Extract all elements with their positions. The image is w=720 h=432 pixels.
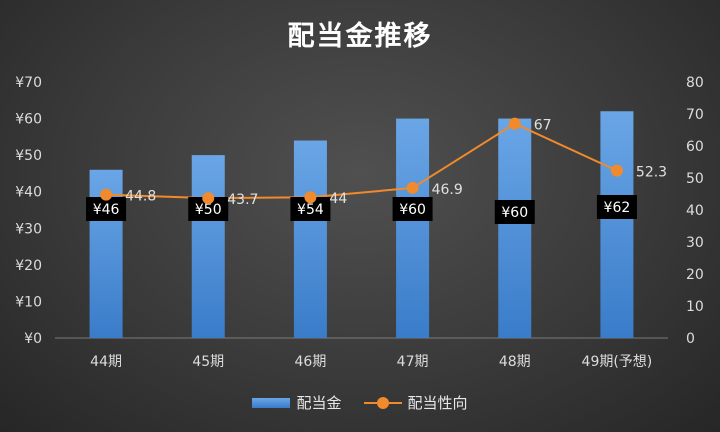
x-tick-label: 44期 [90,354,122,370]
line-data-label: 44 [329,191,347,207]
bar [396,118,430,338]
bar [293,140,327,338]
line-data-label: 52.3 [636,165,667,181]
bar-data-label: ¥62 [604,200,631,216]
line-data-label: 67 [534,118,552,134]
y-right-tick-label: 10 [686,299,704,315]
legend-item-line-series: 配当性向 [363,392,468,413]
legend: 配当金 配当性向 [0,392,720,413]
line-point [406,181,419,194]
legend-line-swatch [363,396,402,410]
y-left-tick-label: ¥0 [24,331,42,347]
y-left-tick-label: ¥10 [15,294,42,310]
y-left-tick-label: ¥60 [15,112,42,128]
bar-data-label-box [392,197,433,221]
x-tick-label: 49期(予想) [582,354,653,370]
y-right-tick-label: 40 [686,203,704,219]
y-right-tick-label: 0 [686,331,695,347]
legend-item-bar-series: 配当金 [252,392,342,413]
y-left-tick-label: ¥30 [15,221,42,237]
bar-data-label: ¥50 [195,202,222,218]
legend-label-line-series: 配当性向 [407,394,468,412]
line-point [610,164,623,177]
y-right-tick-label: 30 [686,235,704,251]
legend-label-bar-series: 配当金 [296,394,342,412]
bar-data-label-box [494,200,535,224]
y-right-tick-label: 70 [686,107,704,123]
line-series-path [106,122,618,200]
x-tick-label: 46期 [295,354,327,370]
bar-data-label: ¥60 [501,205,528,221]
x-tick-label: 45期 [192,354,224,370]
bar [600,111,634,338]
y-right-tick-label: 20 [686,267,704,283]
bar [191,155,225,338]
bar-data-label: ¥46 [93,202,120,218]
line-point [100,188,113,201]
bar [498,118,532,338]
y-right-tick-label: 60 [686,139,704,155]
y-left-tick-label: ¥40 [15,185,42,201]
bar-data-label: ¥54 [297,202,324,218]
chart-title: 配当金推移 [287,21,433,52]
y-left-tick-label: ¥50 [15,148,42,164]
line-point [508,117,521,130]
x-tick-label: 48期 [499,354,531,370]
line-point [304,191,317,204]
bar-data-label: ¥60 [399,202,426,218]
y-left-tick-label: ¥70 [15,75,42,91]
line-data-label: 44.8 [125,189,156,205]
y-right-tick-label: 80 [686,75,704,91]
bar-data-label-box [596,195,637,219]
x-tick-label: 47期 [397,354,429,370]
line-data-label: 46.9 [432,182,463,198]
y-left-tick-label: ¥20 [15,258,42,274]
line-data-label: 43.7 [227,192,258,208]
line-point [202,192,215,205]
y-right-tick-label: 50 [686,171,704,187]
bar-data-label-box [86,197,127,221]
legend-bar-swatch [252,397,291,408]
